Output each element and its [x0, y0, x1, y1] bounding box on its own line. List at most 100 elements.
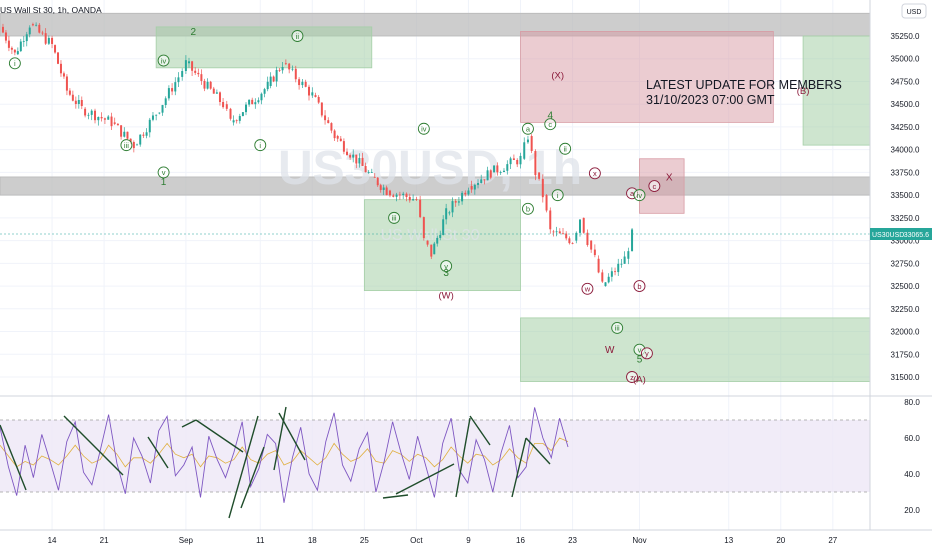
candle-body: [215, 92, 218, 94]
time-tick-label: 21: [100, 536, 109, 545]
price-tick-label: 34500.0: [891, 100, 920, 109]
candle-body: [364, 165, 367, 173]
candle-body: [582, 217, 585, 233]
wave-label: ii: [563, 145, 567, 154]
wave-label: i: [557, 191, 559, 200]
candle-body: [269, 76, 272, 87]
candle-body: [151, 115, 154, 120]
candle-body: [22, 41, 25, 42]
candle-body: [77, 99, 80, 104]
wave-label: y: [645, 349, 649, 358]
time-axis[interactable]: 14 21 Sep 11 18 25 Oct 9 16 23 Nov 13 20 27: [48, 536, 838, 545]
candle-body: [436, 237, 439, 244]
candle-body: [116, 123, 119, 126]
watermark-symbol: US30USD, 1h: [278, 142, 582, 195]
rsi-tick-label: 40.0: [904, 470, 920, 479]
watermark-name: US Wall St 30: [381, 227, 480, 244]
rsi-line: [0, 407, 569, 503]
zones: [0, 12, 871, 382]
candle-body: [549, 210, 552, 230]
wave-label: b: [526, 205, 530, 214]
candle-body: [74, 100, 77, 104]
candle-body: [339, 138, 342, 142]
candle-body: [614, 271, 617, 273]
candle-body: [493, 165, 496, 173]
candle-body: [97, 116, 100, 121]
wave-label: c: [548, 120, 552, 129]
wave-label: iii: [124, 141, 129, 150]
wave-circle: [417, 122, 430, 135]
wave-circle: [633, 280, 646, 293]
candle-body: [167, 88, 170, 99]
candle-body: [10, 47, 13, 50]
time-tick-label: 25: [360, 536, 369, 545]
currency-label: USD: [907, 9, 922, 16]
rsi-axis[interactable]: 20.0 40.0 60.0 80.0: [904, 398, 920, 515]
candle-body: [379, 185, 382, 190]
wave-circle: [559, 142, 572, 155]
candle-body: [467, 190, 470, 195]
candle-body: [601, 272, 604, 282]
candle-body: [308, 86, 311, 96]
candle-body: [132, 141, 135, 149]
wave-label: w: [584, 285, 591, 294]
wave-circle: [581, 282, 594, 295]
candle-body: [275, 69, 278, 82]
candle-body: [44, 33, 47, 44]
candle-body: [47, 37, 50, 44]
wave-label: ii: [296, 32, 300, 41]
wave-circle: [157, 166, 170, 179]
wave-label: W: [605, 345, 615, 356]
wave-label: iii: [392, 214, 397, 223]
candle-body: [562, 233, 565, 235]
wave-label: b: [637, 282, 641, 291]
candle-body: [80, 99, 83, 107]
candle-body: [28, 27, 31, 35]
candle-body: [155, 114, 158, 116]
price-tick-label: 31500.0: [891, 373, 920, 382]
candle-body: [385, 187, 388, 196]
candle-body: [291, 68, 294, 70]
wave-circle: [254, 139, 267, 152]
time-tick-label: 27: [828, 536, 837, 545]
price-axis[interactable]: 31500.0 31750.0 32000.0 32250.0 32500.0 32750…: [891, 32, 920, 382]
time-tick-label: 11: [256, 536, 265, 545]
annotation-line1: LATEST UPDATE FOR MEMBERS: [646, 78, 842, 92]
currency-button[interactable]: [901, 3, 927, 19]
price-tick-label: 33500.0: [891, 191, 920, 200]
candle-body: [206, 81, 209, 89]
annotation-line2: 31/10/2023 07:00 GMT: [646, 93, 775, 107]
wave-label: 3: [443, 268, 449, 279]
candle-body: [254, 102, 257, 105]
candle-body: [164, 98, 167, 106]
price-tick-label: 35250.0: [891, 32, 920, 41]
candle-body: [266, 81, 269, 90]
price-badge-symbol: US30USD: [872, 232, 904, 239]
candle-body: [320, 102, 323, 116]
candle-body: [71, 94, 74, 101]
candle-body: [200, 74, 203, 81]
wave-label: (A): [633, 374, 646, 385]
candle-body: [177, 77, 180, 83]
candle-body: [415, 199, 418, 200]
candle-body: [84, 108, 87, 116]
candle-body: [552, 231, 555, 233]
candle-body: [627, 251, 630, 259]
candle-body: [483, 179, 486, 181]
candle-body: [538, 172, 541, 179]
candle-body: [607, 276, 610, 283]
candle-body: [248, 99, 251, 105]
price-tick-label: 33250.0: [891, 214, 920, 223]
wave-label: iv: [161, 56, 167, 65]
candle-body: [142, 134, 145, 136]
candle-body: [361, 157, 364, 166]
candle-body: [523, 142, 526, 159]
rsi-tick-label: 80.0: [904, 398, 920, 407]
wave-circle: [611, 321, 624, 334]
time-tick-label: 23: [568, 536, 577, 545]
candle-body: [257, 100, 260, 103]
candle-body: [367, 172, 370, 173]
candle-body: [388, 190, 391, 196]
time-tick-label: Nov: [632, 536, 646, 545]
